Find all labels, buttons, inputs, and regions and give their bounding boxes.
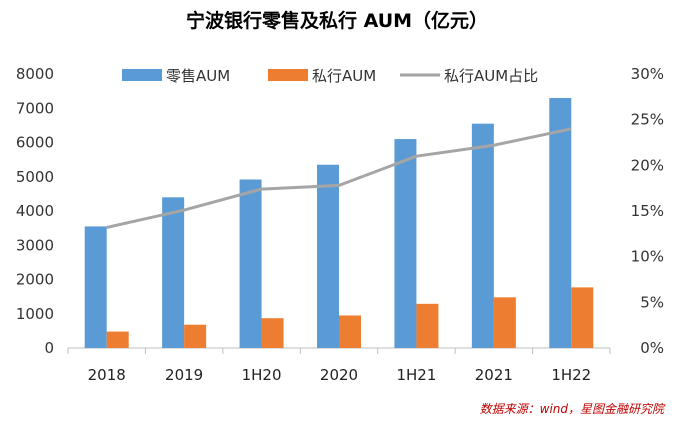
bar-private-aum	[184, 324, 207, 348]
bar-private-aum	[339, 315, 361, 348]
ratio-line	[106, 127, 572, 229]
bar-retail-aum	[394, 139, 417, 348]
axes: 0 1000 2000 3000 4000 5000 6000 7000 8000 0% 5% 10%…	[16, 65, 664, 384]
y-axis-tick-label: 0	[44, 339, 54, 357]
bar-private-aum	[493, 297, 516, 348]
x-axis-tick-label: 1H20	[242, 366, 282, 384]
bar-retail-aum	[471, 123, 494, 348]
x-axis-tick-label: 2018	[88, 366, 126, 384]
bar-retail-aum	[549, 97, 572, 348]
y-axis-tick-label: 5000	[16, 168, 54, 186]
y-axis-tick-label: 8000	[16, 65, 54, 83]
bar-private-aum	[106, 331, 129, 348]
x-axis-tick-label: 2021	[475, 366, 513, 384]
y-axis-tick-label: 2000	[16, 271, 54, 289]
source-note: 数据来源：wind，星图金融研究院	[479, 402, 664, 416]
bar-retail-aum	[317, 164, 339, 348]
legend-label: 零售AUM	[166, 67, 230, 85]
y2-axis-tick-label: 10%	[631, 248, 664, 266]
y-axis-tick-label: 6000	[16, 134, 54, 152]
x-axis-tick-label: 2020	[320, 366, 358, 384]
legend-swatch	[268, 69, 308, 81]
y-axis-tick-label: 1000	[16, 305, 54, 323]
legend-swatch	[122, 69, 162, 81]
legend-label: 私行AUM	[312, 67, 376, 85]
x-axis-tick-label: 2019	[165, 366, 203, 384]
bar-retail-aum	[162, 197, 185, 348]
y2-axis-tick-label: 25%	[631, 111, 664, 129]
bar-private-aum	[261, 318, 284, 348]
y2-axis-tick-label: 30%	[631, 65, 664, 83]
y2-axis-tick-label: 0%	[640, 339, 664, 357]
y2-axis-tick-label: 15%	[631, 202, 664, 220]
chart-title: 宁波银行零售及私行 AUM（亿元）	[185, 10, 489, 32]
y2-axis-tick-label: 20%	[631, 156, 664, 174]
bar-private-aum	[571, 287, 594, 348]
bar-private-aum	[416, 303, 439, 348]
y-axis-tick-label: 3000	[16, 236, 54, 254]
bars	[84, 97, 594, 348]
bar-retail-aum	[239, 179, 262, 348]
legend: 零售AUM 私行AUM 私行AUM占比	[122, 67, 538, 85]
x-axis-tick-label: 1H22	[551, 366, 591, 384]
y2-axis-tick-label: 5%	[640, 293, 664, 311]
y-axis-tick-label: 4000	[16, 202, 54, 220]
bar-retail-aum	[84, 226, 107, 348]
legend-label: 私行AUM占比	[444, 67, 538, 85]
y-axis-tick-label: 7000	[16, 99, 54, 117]
x-axis-tick-label: 1H21	[396, 366, 436, 384]
